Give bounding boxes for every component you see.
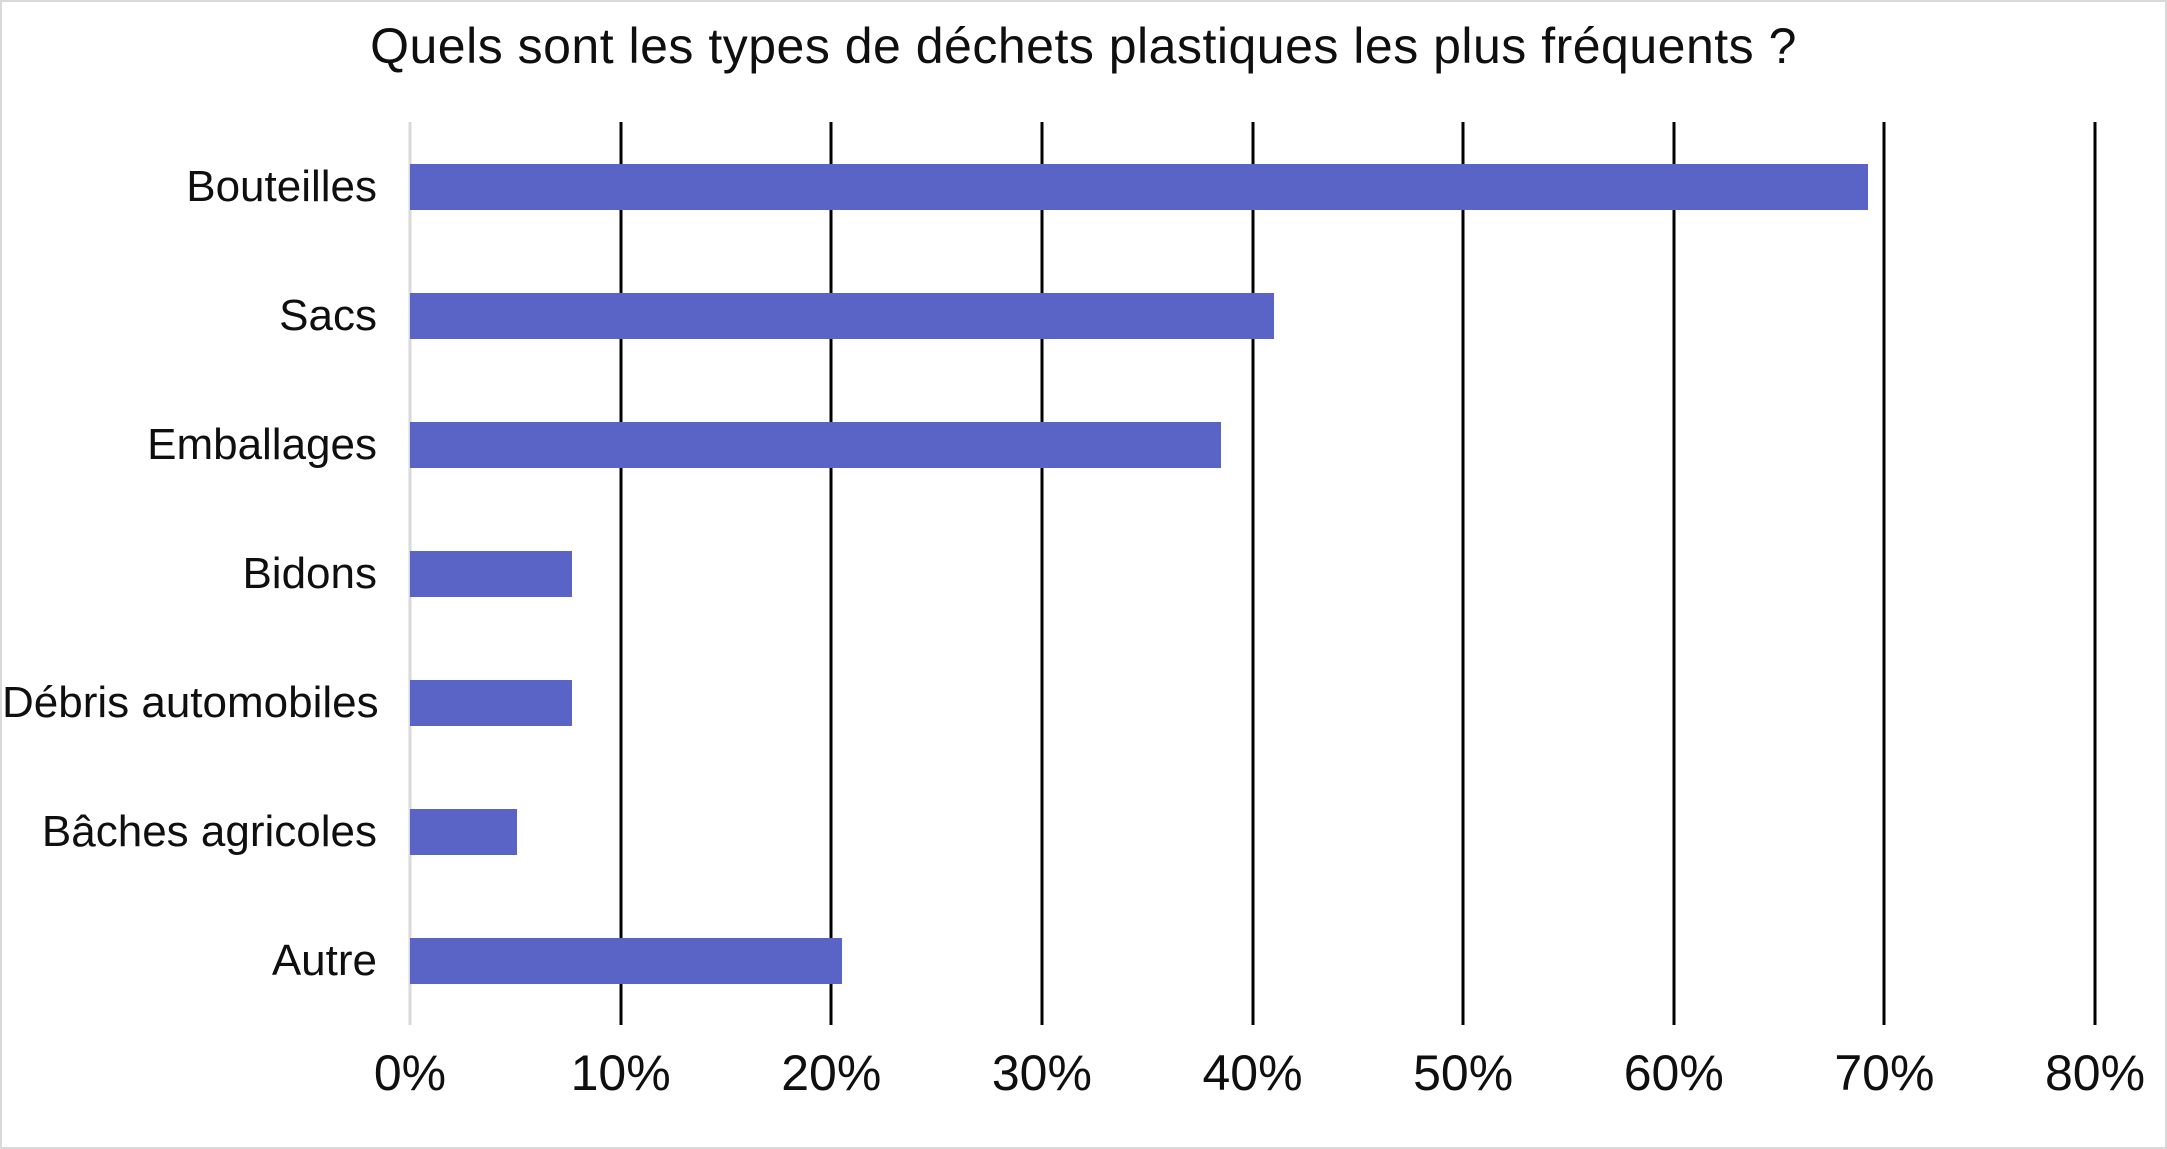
category-label: Bidons [242, 548, 377, 598]
x-tick-label: 70% [1834, 1045, 1935, 1101]
gridline-20 [829, 122, 833, 1025]
bar-b-ches-agricoles [410, 808, 518, 855]
x-tick-label: 80% [2044, 1045, 2146, 1101]
gridline-80 [2093, 122, 2097, 1025]
gridline-30 [1040, 122, 1044, 1025]
category-label: Bouteilles [186, 161, 377, 211]
bar-autre [410, 937, 842, 984]
x-tick-label: 60% [1623, 1045, 1724, 1101]
bar-bidons [410, 550, 573, 597]
gridline-50 [1461, 122, 1465, 1025]
bar-emballages [410, 421, 1221, 468]
x-tick-label: 20% [781, 1045, 882, 1101]
bar-d-bris-automobiles [410, 679, 573, 726]
category-label: Débris automobiles [2, 677, 379, 727]
bar-sacs [410, 292, 1274, 339]
category-label: Sacs [279, 290, 377, 340]
x-tick-label: 40% [1202, 1045, 1303, 1101]
category-label: Bâches agricoles [41, 806, 377, 856]
gridline-10 [619, 122, 623, 1025]
gridline-60 [1672, 122, 1676, 1025]
category-label: Emballages [147, 419, 377, 469]
x-tick-label: 0% [373, 1045, 447, 1101]
chart-title: Quels sont les types de déchets plastiqu… [370, 18, 1797, 74]
gridline-40 [1251, 122, 1254, 1025]
x-tick-label: 50% [1413, 1045, 1514, 1101]
x-tick-label: 10% [570, 1045, 671, 1101]
plot-area [408, 122, 2097, 1025]
x-tick-label: 30% [991, 1045, 1092, 1101]
gridline-70 [1882, 122, 1886, 1025]
category-label: Autre [271, 935, 377, 985]
bar-bouteilles [410, 163, 1868, 210]
